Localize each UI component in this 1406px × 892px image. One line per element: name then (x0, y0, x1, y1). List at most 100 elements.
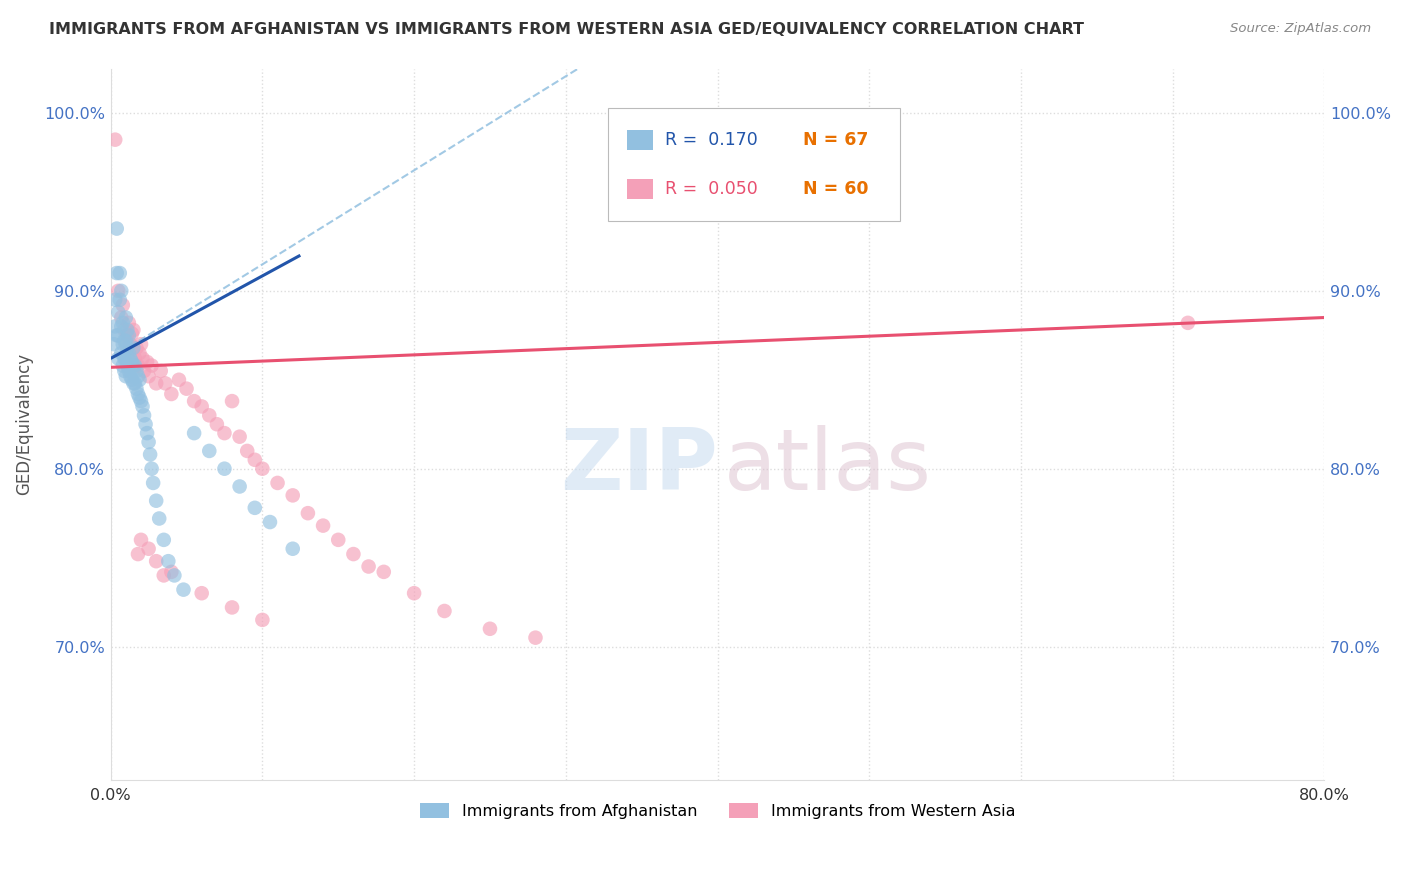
Point (111, 337, 134, 351)
Point (121, 355, 143, 369)
Point (115, 351, 138, 366)
Point (117, 323, 139, 337)
Text: ZIP: ZIP (560, 425, 717, 508)
Point (108, 293, 131, 307)
Point (128, 373, 150, 387)
Point (145, 493, 167, 508)
Text: N = 67: N = 67 (803, 131, 868, 149)
Point (128, 346, 150, 360)
Point (524, 631, 547, 645)
Point (152, 533, 174, 547)
Point (110, 284, 132, 298)
Point (145, 376, 167, 391)
Text: N = 60: N = 60 (803, 180, 868, 198)
Point (105, 328, 128, 343)
Point (136, 355, 159, 369)
Point (228, 479, 250, 493)
Point (125, 382, 148, 396)
Point (127, 547, 149, 561)
Point (122, 341, 145, 355)
Point (127, 359, 149, 373)
Point (124, 351, 146, 366)
Point (124, 359, 146, 373)
Point (478, 622, 501, 636)
Point (259, 515, 281, 529)
Text: atlas: atlas (724, 425, 932, 508)
Point (221, 394, 243, 409)
Point (266, 475, 288, 490)
Point (112, 323, 135, 337)
Point (129, 394, 152, 409)
Point (243, 452, 266, 467)
Point (122, 376, 145, 391)
Point (112, 334, 135, 348)
Point (183, 394, 205, 409)
Point (138, 541, 160, 556)
Point (104, 133, 127, 147)
Point (145, 554, 167, 568)
Point (127, 387, 149, 401)
Point (138, 369, 160, 384)
Point (328, 533, 350, 547)
Point (111, 359, 134, 373)
Point (190, 586, 212, 600)
Point (252, 461, 274, 475)
Point (214, 426, 236, 441)
Point (176, 382, 198, 396)
Point (221, 600, 243, 615)
Point (122, 323, 145, 337)
Point (112, 364, 135, 378)
Point (124, 376, 146, 391)
Point (236, 444, 259, 458)
Point (110, 346, 132, 360)
Point (281, 541, 304, 556)
Y-axis label: GED/Equivalency: GED/Equivalency (15, 353, 32, 495)
Text: Source: ZipAtlas.com: Source: ZipAtlas.com (1230, 22, 1371, 36)
Point (157, 554, 180, 568)
Point (112, 351, 135, 366)
Point (118, 364, 141, 378)
Point (1177, 316, 1199, 330)
Point (129, 533, 152, 547)
Point (160, 565, 183, 579)
Point (149, 364, 172, 378)
Point (107, 351, 129, 366)
Point (121, 326, 143, 341)
Point (190, 400, 212, 414)
Point (135, 417, 157, 432)
Point (198, 409, 221, 423)
Point (131, 400, 153, 414)
Point (128, 391, 150, 405)
Point (357, 559, 380, 574)
Point (373, 565, 395, 579)
Point (107, 328, 129, 343)
Point (167, 373, 190, 387)
Point (214, 461, 236, 475)
Point (111, 298, 134, 312)
Point (122, 341, 145, 355)
Point (117, 328, 139, 343)
Point (121, 373, 143, 387)
Point (127, 369, 149, 384)
Point (205, 417, 228, 432)
Point (118, 346, 141, 360)
Point (104, 293, 127, 307)
Point (107, 284, 129, 298)
Point (155, 376, 177, 391)
Point (163, 568, 186, 582)
Text: R =  0.170: R = 0.170 (665, 131, 758, 149)
Point (433, 604, 456, 618)
Point (108, 266, 131, 280)
Point (342, 547, 364, 561)
Point (115, 334, 138, 348)
Point (115, 310, 138, 325)
Bar (627, 179, 654, 199)
FancyBboxPatch shape (609, 108, 900, 221)
Point (297, 506, 319, 520)
Point (243, 500, 266, 515)
Point (228, 430, 250, 444)
Point (160, 387, 183, 401)
Point (115, 369, 138, 384)
Point (183, 426, 205, 441)
Point (122, 359, 145, 373)
